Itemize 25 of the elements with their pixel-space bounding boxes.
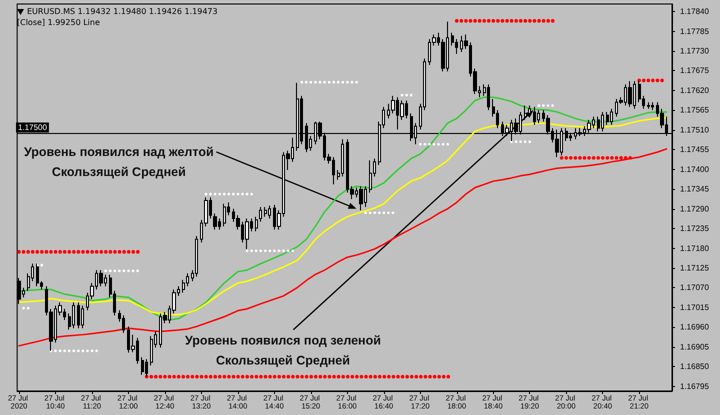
y-tick-label: 1.16905	[680, 342, 710, 352]
y-tick-label: 1.17455	[680, 145, 710, 154]
annotation: Уровень появился под зеленой Скользящей Средней	[184, 334, 381, 368]
y-tick-label: 1.17015	[680, 302, 710, 312]
ref-line-label: 1.17500	[18, 122, 48, 132]
y-tick-label: 1.16795	[680, 382, 710, 391]
y-tick-label: 1.17345	[680, 184, 710, 194]
annotation: Уровень появился над желтой Скользящей Средней	[24, 144, 214, 179]
y-tick-label: 1.17730	[680, 46, 710, 56]
y-tick-label: 1.17510	[680, 125, 710, 134]
y-tick-label: 1.17565	[680, 106, 710, 115]
y-tick-label: 1.16960	[680, 322, 710, 332]
text: [Close] 1.99250 Line	[17, 17, 101, 28]
y-tick-label: 1.17400	[680, 164, 710, 174]
y-tick-label: 1.17235	[680, 224, 710, 234]
y-tick-label: 1.17290	[680, 204, 710, 214]
y-tick-label: 1.17620	[680, 86, 710, 95]
y-tick-label: 1.17070	[680, 283, 710, 292]
y-tick-label: 1.17125	[680, 263, 710, 272]
y-tick-label: 1.16850	[680, 362, 710, 372]
y-tick-label: 1.17675	[680, 66, 710, 76]
y-tick-label: 1.17180	[680, 244, 710, 253]
chart-title: EURUSD.MS 1.19432 1.19480 1.19426 1.19473	[27, 7, 218, 16]
y-tick-label: 1.17840	[680, 7, 710, 16]
y-tick-label: 1.17785	[680, 26, 710, 36]
